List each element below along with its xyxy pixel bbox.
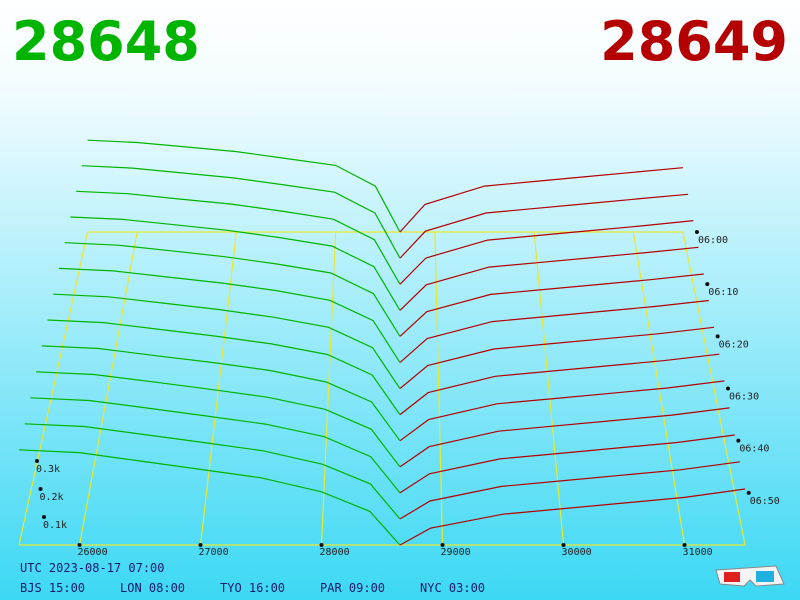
grid-line [434,231,444,546]
ask-price: 28649 [600,10,788,73]
ask-depth-line [399,380,725,442]
x-tick-label: 28000 [320,547,350,558]
ask-depth-line [399,488,746,546]
time-tick [736,438,741,443]
time-tick-label: 06:20 [719,339,749,350]
grid-line [682,231,746,546]
x-tick [77,543,82,547]
y-tick [42,515,46,519]
ask-depth-line [399,193,689,259]
x-tick-label: 29000 [441,547,471,558]
time-tick-label: 06:30 [729,392,759,403]
ask-depth-line [399,326,715,389]
y-tick [38,487,43,491]
bid-depth-line [53,293,401,389]
x-tick [198,543,203,547]
time-tick-label: 06:50 [750,496,780,507]
bid-depth-line [41,345,401,442]
ask-depth-line [399,167,683,233]
bid-depth-line [36,371,401,468]
ask-depth-line [399,353,720,416]
ask-depth-line [399,246,699,311]
time-tick [705,282,710,287]
grid-line [533,231,565,546]
x-tick-label: 30000 [562,547,592,558]
3d-glasses-icon [715,565,785,587]
city-time: LON 08:00 [120,581,185,595]
utc-time: UTC 2023-08-17 07:00 [20,561,165,575]
y-tick-label: 0.2k [40,492,64,503]
ask-depth-line [399,299,709,363]
x-tick-label: 31000 [683,547,713,558]
x-tick [682,543,687,547]
city-time: BJS 15:00 [20,581,85,595]
bid-depth-line [30,397,401,494]
bid-price: 28648 [12,10,200,73]
bid-depth-line [58,267,401,363]
bid-depth-line [24,423,401,520]
grid-line [18,231,89,546]
time-tick-label: 06:00 [698,235,728,246]
x-tick [561,543,566,547]
x-tick-label: 27000 [199,547,229,558]
time-tick [746,490,751,495]
y-tick [35,459,39,463]
grid-line [78,231,138,546]
bid-depth-line [70,216,401,311]
ask-depth-line [399,220,694,285]
y-tick-label: 0.3k [36,464,60,475]
time-tick [726,386,731,391]
x-tick [440,543,445,547]
ask-depth-line [399,273,704,337]
x-tick-label: 26000 [78,547,108,558]
ask-depth-line [399,461,740,520]
city-time: NYC 03:00 [420,581,485,595]
city-time: TYO 16:00 [220,581,285,595]
time-tick-label: 06:10 [708,287,738,298]
time-tick [694,230,699,234]
bid-depth-line [81,165,401,259]
lens-left [724,572,740,582]
ask-depth-line [399,407,730,468]
bid-depth-line [47,319,401,415]
bid-depth-line [64,242,401,337]
ask-depth-line [399,434,735,494]
city-time: PAR 09:00 [320,581,385,595]
bid-depth-line [76,190,401,285]
y-tick-label: 0.1k [43,520,67,531]
bid-depth-line [87,139,401,233]
clocks: BJS 15:00 LON 08:00 TYO 16:00 PAR 09:00 NYC … [20,581,485,595]
lens-right [756,571,774,582]
plot: 26000 27000 28000 29000 30000 31000 0.1k 0.2k 0.… [18,139,780,558]
bid-depth-line [18,449,401,546]
time-tick [715,334,720,339]
x-tick [319,543,324,547]
time-tick-label: 06:40 [739,444,769,455]
